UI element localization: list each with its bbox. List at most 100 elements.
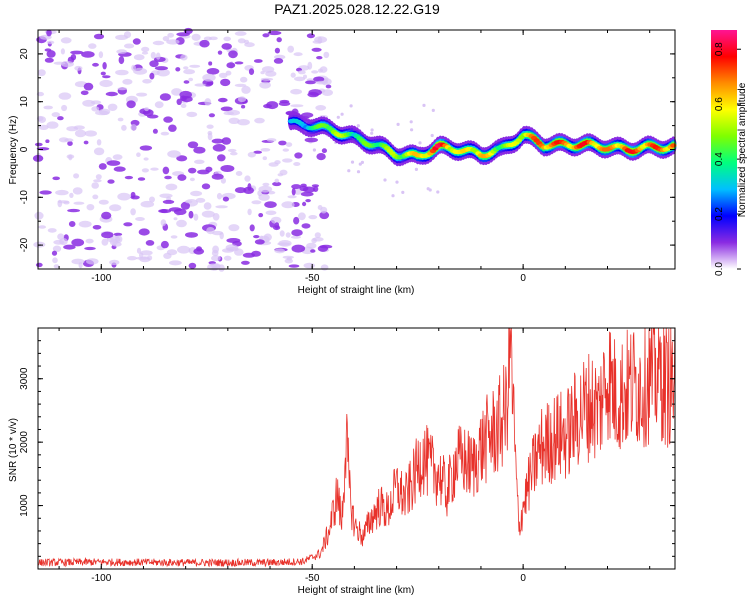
noise-blob [44, 57, 54, 63]
noise-blob [211, 249, 219, 257]
noise-blob [291, 187, 296, 196]
noise-blob [315, 105, 327, 111]
noise-blob [237, 119, 250, 126]
noise-blob [136, 247, 142, 254]
noise-blob [209, 36, 218, 41]
noise-blob [247, 151, 256, 158]
noise-blob [286, 257, 292, 261]
noise-blob [217, 154, 226, 162]
noise-dot [349, 104, 353, 108]
noise-blob [194, 83, 206, 87]
noise-blob [212, 144, 226, 152]
noise-blob [95, 110, 109, 116]
noise-dot [414, 167, 418, 171]
colorbar-label: Normalized spectral amplitude [737, 82, 748, 217]
noise-blob [86, 258, 99, 265]
noise-blob [47, 228, 57, 233]
noise-blob [93, 147, 105, 156]
noise-dot [409, 120, 413, 124]
noise-blob [141, 168, 149, 173]
noise-blob [251, 200, 262, 205]
noise-blob [57, 116, 64, 121]
noise-blob [243, 186, 255, 194]
noise-blob [115, 69, 129, 76]
noise-blob [91, 182, 99, 189]
noise-blob [212, 230, 224, 236]
noise-blob [117, 117, 124, 122]
noise-blob [319, 211, 330, 220]
noise-blob [221, 43, 232, 50]
noise-dot [383, 178, 387, 182]
noise-blob [185, 200, 193, 204]
noise-blob [208, 61, 213, 66]
noise-blob [64, 138, 74, 142]
noise-blob [254, 117, 265, 124]
noise-blob [211, 266, 219, 271]
noise-blob [113, 166, 126, 172]
noise-blob [206, 227, 215, 235]
noise-blob [123, 222, 133, 227]
noise-blob [201, 210, 215, 218]
signal-cell [670, 143, 677, 148]
noise-blob [262, 182, 270, 187]
noise-blob [176, 98, 182, 106]
noise-blob [176, 219, 187, 228]
noise-blob [189, 64, 201, 68]
noise-blob [46, 50, 56, 58]
noise-blob [304, 137, 318, 143]
snr-x-tick-label: -50 [305, 573, 320, 584]
noise-blob [176, 32, 190, 37]
noise-blob [92, 225, 102, 230]
noise-blob [278, 140, 287, 146]
noise-blob [263, 104, 272, 109]
noise-blob [259, 81, 271, 89]
noise-blob [143, 157, 149, 161]
noise-blob [109, 204, 122, 212]
noise-blob [211, 173, 224, 180]
noise-blob [98, 199, 109, 205]
noise-dot [396, 122, 400, 126]
noise-blob [274, 160, 281, 165]
spectrogram-noise-region [32, 27, 440, 272]
noise-blob [193, 146, 206, 154]
noise-blob [180, 103, 187, 108]
noise-blob [80, 90, 89, 96]
noise-dot [428, 188, 432, 192]
spectrogram-x-ticks: -100 -50 0 [58, 30, 651, 284]
noise-blob [308, 215, 318, 220]
noise-blob [112, 154, 123, 160]
noise-blob [73, 201, 85, 205]
noise-blob [203, 202, 212, 210]
noise-blob [124, 175, 133, 180]
noise-blob [127, 256, 137, 261]
noise-blob [160, 131, 170, 136]
noise-blob [220, 177, 226, 184]
noise-blob [188, 77, 194, 82]
noise-blob [316, 56, 323, 60]
noise-blob [138, 228, 150, 236]
noise-blob [223, 255, 232, 261]
noise-blob [316, 153, 326, 161]
noise-blob [281, 201, 295, 209]
noise-blob [307, 61, 313, 70]
noise-blob [118, 56, 125, 65]
noise-blob [141, 46, 150, 53]
noise-blob [287, 45, 295, 53]
noise-blob [117, 87, 128, 91]
noise-blob [155, 52, 161, 60]
noise-blob [220, 106, 233, 112]
noise-blob [93, 179, 102, 183]
noise-blob [130, 124, 137, 131]
noise-blob [234, 248, 244, 256]
noise-blob [71, 258, 85, 265]
noise-dot [347, 169, 351, 173]
noise-blob [38, 225, 46, 229]
noise-blob [290, 104, 304, 108]
noise-blob [102, 75, 111, 79]
noise-blob [294, 188, 302, 195]
noise-blob [166, 249, 178, 256]
noise-blob [258, 185, 273, 193]
spectrogram-y-tick-label: -10 [19, 190, 30, 205]
noise-blob [85, 238, 94, 244]
